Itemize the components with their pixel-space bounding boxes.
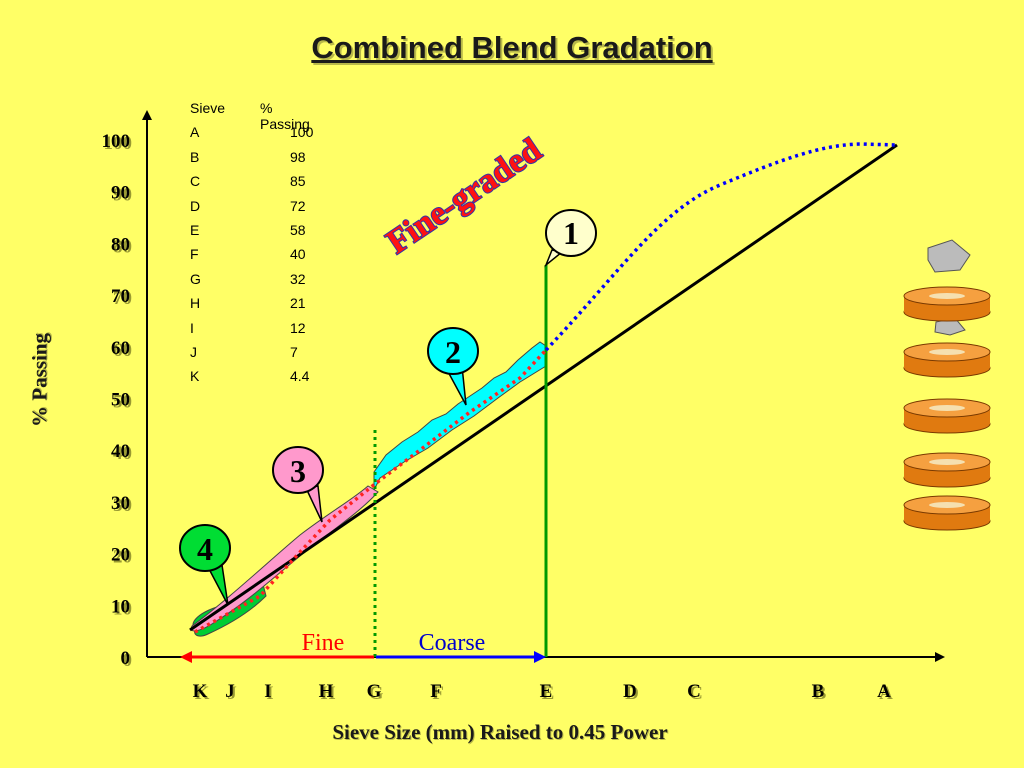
callout-4: 4 (179, 524, 231, 606)
sieve-table-cell-sieve: I (190, 319, 194, 336)
y-tick-label: 50 (111, 390, 130, 411)
y-tick-label: 30 (111, 493, 130, 514)
coarse-arrowhead (534, 651, 546, 663)
callout-1: 1 (544, 209, 597, 268)
fine-arrowhead (180, 651, 192, 663)
callout-3-label: 3 (290, 453, 306, 489)
sieve-table-cell-passing: 32 (290, 270, 306, 287)
x-axis-arrow (935, 652, 945, 662)
sieve-table-cell-sieve: F (190, 246, 199, 263)
x-tick-label: H (319, 681, 334, 702)
x-tick-label: K (193, 681, 208, 702)
y-tick-label: 40 (111, 441, 130, 462)
sieve-table-cell-sieve: K (190, 368, 200, 385)
blend-curve-coarse (544, 142, 898, 352)
sieve-table-cell-passing: 40 (290, 246, 306, 263)
x-tick-label: D (623, 681, 637, 702)
fine-graded-label: Fine-graded (380, 131, 548, 261)
max-density-line (189, 143, 898, 632)
sieve-table-cell-passing: 7 (290, 343, 298, 360)
sieve-table-cell-passing: 58 (290, 221, 306, 238)
callout-2: 2 (427, 327, 479, 406)
x-tick-label: A (877, 681, 891, 702)
x-tick-label: C (687, 681, 701, 702)
sieve-table-cell-passing: 21 (290, 295, 306, 312)
sieve-table-cell-passing: 100 (290, 124, 314, 141)
sieve-table-header-sieve: Sieve (190, 100, 226, 116)
callout-2-label: 2 (445, 334, 461, 370)
y-axis-arrow (142, 110, 152, 120)
sieve-table-cell-sieve: E (190, 221, 200, 238)
x-tick-label: B (812, 681, 825, 702)
sieve-pan (903, 342, 991, 378)
x-tick-label: G (367, 681, 382, 702)
sieve-pan (903, 495, 991, 531)
chart-title: Combined Blend Gradation (311, 30, 713, 65)
y-tick-label: 60 (111, 338, 130, 359)
x-tick-label: E (540, 681, 553, 702)
blend-curve-fine (194, 348, 548, 634)
sieve-pan (903, 452, 991, 488)
sieve-table-cell-sieve: G (190, 270, 201, 287)
sieve-stack-illustration (903, 239, 991, 531)
sieve-table-cell-passing: 72 (290, 197, 306, 214)
sieve-pan (903, 286, 991, 322)
x-tick-label: J (225, 681, 235, 702)
sieve-table-cell-sieve: A (190, 124, 200, 141)
sieve-table-cell-passing: 12 (290, 319, 306, 336)
sieve-table-cell-sieve: H (190, 295, 201, 312)
sieve-table-header-passing: % Passing (260, 100, 310, 132)
y-tick-label: 70 (111, 286, 130, 307)
callout-1-label: 1 (563, 215, 579, 251)
sieve-pan (903, 398, 991, 434)
sieve-table-cell-passing: 98 (290, 148, 306, 165)
sieve-table-cell-sieve: B (190, 148, 200, 165)
sieve-table-cell-passing: 4.4 (290, 368, 310, 385)
y-tick-label: 10 (111, 596, 130, 617)
y-tick-label: 0 (121, 648, 131, 669)
callout-4-label: 4 (197, 531, 213, 567)
fine-label: Fine (302, 630, 345, 656)
sieve-table-cell-sieve: C (190, 173, 201, 190)
coarse-label: Coarse (419, 630, 486, 656)
y-tick-label: 20 (111, 545, 130, 566)
x-tick-label: I (264, 681, 271, 702)
callout-3: 3 (272, 446, 324, 523)
y-tick-label: 90 (111, 183, 130, 204)
x-axis-label: Sieve Size (mm) Raised to 0.45 Power (332, 720, 668, 744)
x-tick-label: F (430, 681, 442, 702)
y-tick-label: 80 (111, 234, 130, 255)
y-tick-label: 100 (102, 131, 131, 152)
sieve-table-cell-sieve: J (190, 343, 197, 360)
y-tick-labels: 0 10 20 30 40 50 60 70 80 90 100 (102, 131, 131, 669)
sieve-table-cell-sieve: D (190, 197, 201, 214)
sieve-table-cell-passing: 85 (290, 173, 306, 190)
